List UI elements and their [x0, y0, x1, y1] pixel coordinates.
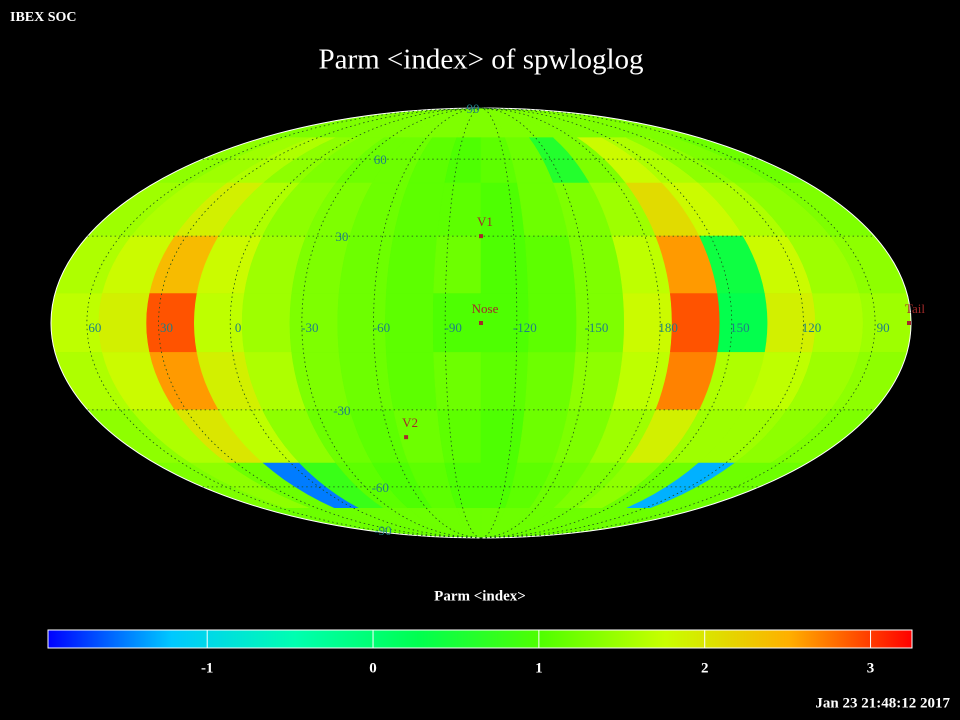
meridian-line [158, 107, 482, 539]
map-cell [480, 352, 529, 411]
colorbar: -1 0 1 2 3 [47, 629, 913, 676]
lat-label: -30 [333, 403, 350, 418]
lon-label: 180 [658, 320, 678, 335]
marker-label: Nose [472, 301, 499, 316]
lon-label: 30 [160, 320, 173, 335]
colorbar-tick-label: 0 [369, 660, 377, 676]
lon-label: -90 [444, 320, 461, 335]
graticule [50, 107, 912, 539]
map-cell [524, 235, 577, 294]
map-cell [436, 182, 482, 237]
lon-label: -120 [513, 320, 537, 335]
lat-label: 90 [467, 101, 480, 116]
lon-label: -60 [373, 320, 390, 335]
map-cell [385, 293, 435, 353]
timestamp: Jan 23 21:48:12 2017 [815, 695, 950, 711]
marker-label: Tail [905, 301, 925, 316]
lat-label: 30 [335, 229, 348, 244]
map-cells [50, 107, 912, 539]
lat-label: -60 [372, 480, 389, 495]
map-cell [385, 235, 438, 294]
map-cell [433, 235, 482, 294]
marker-label: V2 [402, 415, 418, 430]
map-cell [524, 352, 577, 411]
header-label: IBEX SOC [10, 10, 77, 25]
graticule-labels: 60 30 0 -30 -60 -90 -120 -150 180 150 120 90 90 60 30 -… [88, 101, 925, 538]
map-cell [98, 293, 151, 353]
lat-label: -90 [374, 523, 391, 538]
lon-label: -30 [301, 320, 318, 335]
colorbar-tick-label: -1 [201, 660, 214, 676]
marker [907, 321, 911, 325]
map-cell [436, 409, 482, 464]
meridian-line [373, 107, 482, 539]
map-cell [480, 409, 526, 464]
map-cell [480, 235, 529, 294]
meridian-line [480, 107, 876, 539]
map-title: Parm <index> of spwloglog [318, 44, 643, 76]
marker-label: V1 [477, 214, 493, 229]
colorbar-scale [47, 629, 913, 649]
lon-label: 0 [235, 320, 242, 335]
lon-label: 60 [88, 320, 101, 335]
meridian-line [444, 107, 482, 539]
colorbar-tick-label: 3 [867, 660, 875, 676]
marker [404, 435, 409, 440]
marker [479, 321, 483, 325]
colorbar-title: Parm <index> [434, 588, 526, 604]
lon-label: 120 [802, 320, 822, 335]
lon-label: -150 [585, 320, 609, 335]
map-cell [433, 352, 482, 411]
lon-label: 90 [877, 320, 890, 335]
map-cell [241, 293, 293, 353]
lon-label: 150 [730, 320, 750, 335]
map-cell [385, 352, 438, 411]
lat-label: 60 [374, 152, 387, 167]
colorbar-tick-label: 1 [535, 660, 543, 676]
colorbar-tick-label: 2 [701, 660, 709, 676]
marker [479, 234, 483, 239]
